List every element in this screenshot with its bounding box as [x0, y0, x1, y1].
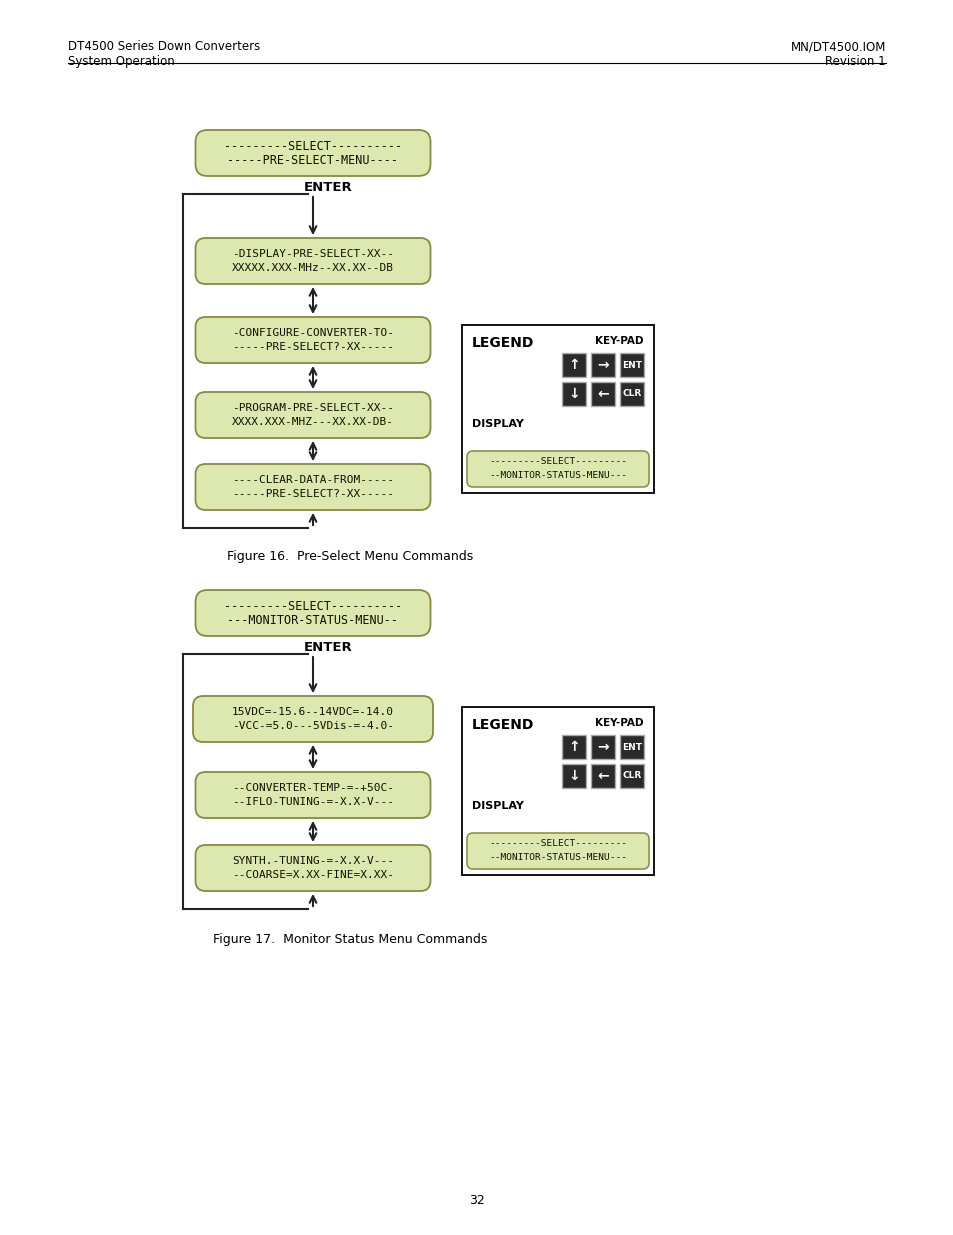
- Text: CLR: CLR: [621, 389, 641, 399]
- Text: --MONITOR-STATUS-MENU---: --MONITOR-STATUS-MENU---: [489, 472, 626, 480]
- Text: ---MONITOR-STATUS-MENU--: ---MONITOR-STATUS-MENU--: [227, 614, 398, 626]
- FancyBboxPatch shape: [195, 317, 430, 363]
- FancyBboxPatch shape: [590, 353, 615, 377]
- Text: ENTER: ENTER: [303, 182, 352, 194]
- Text: --CONVERTER-TEMP-=-+50C-: --CONVERTER-TEMP-=-+50C-: [232, 783, 394, 793]
- Text: ---------SELECT---------: ---------SELECT---------: [489, 840, 626, 848]
- FancyBboxPatch shape: [195, 391, 430, 438]
- FancyBboxPatch shape: [561, 764, 585, 788]
- FancyBboxPatch shape: [195, 590, 430, 636]
- Text: XXXX.XXX-MHZ---XX.XX-DB-: XXXX.XXX-MHZ---XX.XX-DB-: [232, 417, 394, 427]
- FancyBboxPatch shape: [619, 353, 643, 377]
- Text: 15VDC=-15.6--14VDC=-14.0: 15VDC=-15.6--14VDC=-14.0: [232, 706, 394, 718]
- Text: ENTER: ENTER: [303, 641, 352, 655]
- Text: -----PRE-SELECT?-XX-----: -----PRE-SELECT?-XX-----: [232, 489, 394, 499]
- Text: -----PRE-SELECT?-XX-----: -----PRE-SELECT?-XX-----: [232, 342, 394, 352]
- Text: CLR: CLR: [621, 772, 641, 781]
- Text: -VCC-=5.0---5VDis-=-4.0-: -VCC-=5.0---5VDis-=-4.0-: [232, 721, 394, 731]
- FancyBboxPatch shape: [561, 735, 585, 760]
- Text: ↑: ↑: [568, 740, 579, 755]
- FancyBboxPatch shape: [619, 735, 643, 760]
- Text: Revision 1: Revision 1: [824, 56, 885, 68]
- FancyBboxPatch shape: [195, 845, 430, 890]
- Text: →: →: [597, 740, 608, 755]
- Text: XXXXX.XXX-MHz--XX.XX--DB: XXXXX.XXX-MHz--XX.XX--DB: [232, 263, 394, 273]
- Text: System Operation: System Operation: [68, 56, 174, 68]
- Text: ←: ←: [597, 769, 608, 783]
- Text: SYNTH.-TUNING-=-X.X-V---: SYNTH.-TUNING-=-X.X-V---: [232, 856, 394, 866]
- FancyBboxPatch shape: [590, 382, 615, 406]
- Text: 32: 32: [469, 1193, 484, 1207]
- Text: LEGEND: LEGEND: [472, 336, 534, 350]
- Text: -CONFIGURE-CONVERTER-TO-: -CONFIGURE-CONVERTER-TO-: [232, 329, 394, 338]
- Text: ↓: ↓: [568, 769, 579, 783]
- FancyBboxPatch shape: [193, 697, 433, 742]
- FancyBboxPatch shape: [590, 764, 615, 788]
- FancyBboxPatch shape: [619, 764, 643, 788]
- Text: -----PRE-SELECT-MENU----: -----PRE-SELECT-MENU----: [227, 153, 398, 167]
- Text: --MONITOR-STATUS-MENU---: --MONITOR-STATUS-MENU---: [489, 853, 626, 862]
- Text: -DISPLAY-PRE-SELECT-XX--: -DISPLAY-PRE-SELECT-XX--: [232, 249, 394, 259]
- FancyBboxPatch shape: [467, 832, 648, 869]
- Text: ---------SELECT---------: ---------SELECT---------: [489, 457, 626, 467]
- Text: DISPLAY: DISPLAY: [472, 419, 523, 429]
- Text: DT4500 Series Down Converters: DT4500 Series Down Converters: [68, 40, 260, 53]
- Text: KEY-PAD: KEY-PAD: [595, 336, 643, 346]
- FancyBboxPatch shape: [561, 382, 585, 406]
- Text: DISPLAY: DISPLAY: [472, 802, 523, 811]
- Text: MN/DT4500.IOM: MN/DT4500.IOM: [790, 40, 885, 53]
- Text: ENT: ENT: [621, 742, 641, 752]
- Text: -PROGRAM-PRE-SELECT-XX--: -PROGRAM-PRE-SELECT-XX--: [232, 403, 394, 412]
- FancyBboxPatch shape: [195, 464, 430, 510]
- Text: ----CLEAR-DATA-FROM-----: ----CLEAR-DATA-FROM-----: [232, 475, 394, 485]
- Text: →: →: [597, 358, 608, 372]
- FancyBboxPatch shape: [619, 382, 643, 406]
- Text: --COARSE=X.XX-FINE=X.XX-: --COARSE=X.XX-FINE=X.XX-: [232, 869, 394, 881]
- FancyBboxPatch shape: [461, 706, 654, 876]
- Text: ---------SELECT----------: ---------SELECT----------: [224, 140, 401, 152]
- FancyBboxPatch shape: [590, 735, 615, 760]
- FancyBboxPatch shape: [195, 772, 430, 818]
- FancyBboxPatch shape: [195, 130, 430, 177]
- Text: ---------SELECT----------: ---------SELECT----------: [224, 599, 401, 613]
- Text: KEY-PAD: KEY-PAD: [595, 718, 643, 727]
- FancyBboxPatch shape: [561, 353, 585, 377]
- Text: Figure 17.  Monitor Status Menu Commands: Figure 17. Monitor Status Menu Commands: [213, 932, 487, 946]
- Text: Figure 16.  Pre-Select Menu Commands: Figure 16. Pre-Select Menu Commands: [227, 550, 473, 563]
- Text: ↑: ↑: [568, 358, 579, 372]
- Text: ENT: ENT: [621, 361, 641, 369]
- Text: ↓: ↓: [568, 387, 579, 401]
- FancyBboxPatch shape: [195, 238, 430, 284]
- Text: --IFLO-TUNING-=-X.X-V---: --IFLO-TUNING-=-X.X-V---: [232, 797, 394, 806]
- Text: LEGEND: LEGEND: [472, 718, 534, 732]
- FancyBboxPatch shape: [461, 325, 654, 493]
- Text: ←: ←: [597, 387, 608, 401]
- FancyBboxPatch shape: [467, 451, 648, 487]
